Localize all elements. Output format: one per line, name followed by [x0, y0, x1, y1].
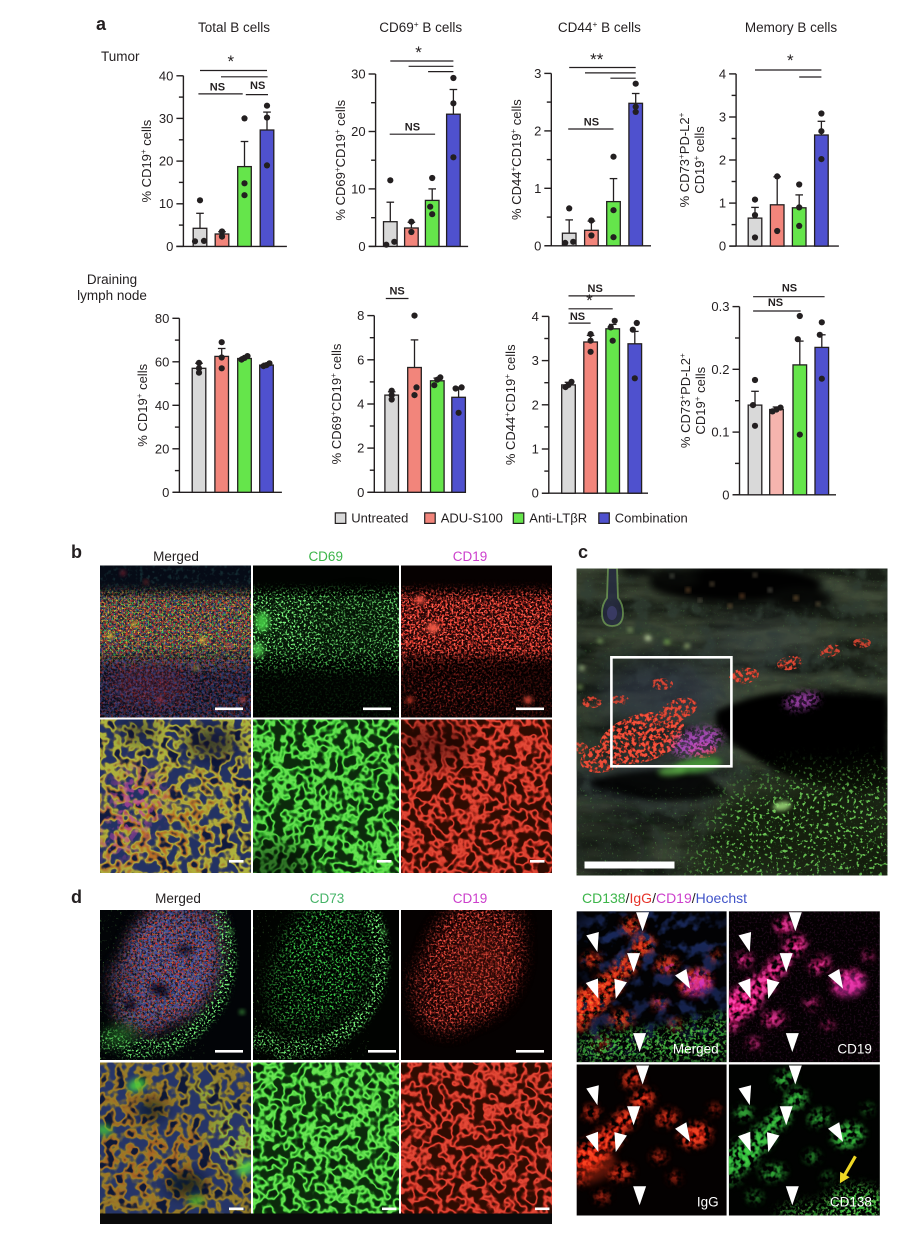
svg-text:0: 0 — [358, 239, 365, 254]
svg-text:4: 4 — [532, 309, 539, 324]
svg-text:% CD73+​PD-L2+​: % CD73+​PD-L2+​ — [678, 353, 693, 448]
svg-text:CD19: CD19 — [453, 549, 488, 564]
svg-text:Merged: Merged — [153, 549, 199, 564]
svg-text:4: 4 — [357, 397, 364, 412]
svg-text:% CD73+​PD-L2+​: % CD73+​PD-L2+​ — [677, 112, 692, 207]
svg-text:0: 0 — [534, 238, 541, 253]
svg-text:CD19+​ cells: CD19+​ cells — [692, 126, 707, 194]
svg-text:Merged: Merged — [155, 891, 201, 906]
svg-text:30: 30 — [351, 67, 365, 82]
svg-text:a: a — [96, 14, 107, 34]
svg-text:NS: NS — [782, 283, 797, 295]
svg-text:% CD19+​ cells: % CD19+​ cells — [135, 363, 150, 446]
svg-text:*: * — [787, 51, 794, 70]
svg-text:NS: NS — [588, 283, 603, 295]
svg-text:30: 30 — [159, 111, 173, 126]
svg-text:2: 2 — [532, 397, 539, 412]
svg-text:40: 40 — [155, 398, 169, 413]
svg-text:4: 4 — [719, 66, 726, 81]
svg-text:CD69+​ B cells: CD69+​ B cells — [379, 19, 462, 35]
svg-text:NS: NS — [405, 122, 420, 134]
svg-text:b: b — [71, 542, 82, 562]
svg-text:% CD44+​CD19+​ cells: % CD44+​CD19+​ cells — [503, 344, 518, 465]
svg-text:d: d — [71, 887, 82, 907]
svg-text:IgG: IgG — [697, 1195, 719, 1210]
svg-text:10: 10 — [159, 196, 173, 211]
svg-text:1: 1 — [532, 442, 539, 457]
svg-text:0: 0 — [357, 485, 364, 500]
svg-text:% CD69+​CD19+​ cells: % CD69+​CD19+​ cells — [329, 343, 344, 464]
svg-text:10: 10 — [351, 181, 365, 196]
svg-text:Combination: Combination — [615, 511, 688, 526]
svg-text:0: 0 — [719, 239, 726, 254]
svg-text:0.3: 0.3 — [711, 299, 729, 314]
svg-text:c: c — [578, 542, 588, 562]
svg-text:*: * — [586, 291, 593, 310]
svg-text:3: 3 — [534, 66, 541, 81]
svg-text:CD69: CD69 — [308, 549, 343, 564]
svg-text:Anti-LTβR: Anti-LTβR — [529, 511, 587, 526]
svg-text:2: 2 — [534, 123, 541, 138]
svg-text:NS: NS — [768, 297, 783, 309]
svg-text:60: 60 — [155, 354, 169, 369]
svg-text:CD138/IgG/CD19/Hoechst: CD138/IgG/CD19/Hoechst — [582, 890, 747, 906]
svg-text:NS: NS — [584, 117, 599, 129]
svg-text:CD19: CD19 — [837, 1041, 872, 1056]
svg-text:Merged: Merged — [673, 1041, 719, 1056]
svg-text:CD19+​ cells: CD19+​ cells — [693, 366, 708, 434]
svg-text:3: 3 — [719, 110, 726, 125]
svg-text:1: 1 — [719, 196, 726, 211]
svg-text:*: * — [415, 43, 422, 62]
svg-text:6: 6 — [357, 352, 364, 367]
svg-text:CD138: CD138 — [830, 1195, 872, 1210]
svg-text:NS: NS — [250, 80, 265, 92]
svg-text:CD44+​ B cells: CD44+​ B cells — [558, 19, 641, 35]
svg-text:**: ** — [590, 50, 604, 69]
svg-text:0.2: 0.2 — [711, 362, 729, 377]
svg-text:Untreated: Untreated — [351, 511, 408, 526]
svg-text:CD73: CD73 — [310, 891, 345, 906]
svg-text:1: 1 — [534, 181, 541, 196]
svg-text:20: 20 — [155, 441, 169, 456]
svg-text:% CD44+​CD19+​ cells: % CD44+​CD19+​ cells — [509, 99, 524, 220]
svg-text:lymph node: lymph node — [77, 288, 147, 303]
svg-text:40: 40 — [159, 68, 173, 83]
svg-text:0.1: 0.1 — [711, 425, 729, 440]
svg-text:20: 20 — [159, 154, 173, 169]
svg-text:NS: NS — [389, 286, 404, 298]
svg-text:0: 0 — [162, 485, 169, 500]
svg-text:2: 2 — [357, 441, 364, 456]
svg-text:Tumor: Tumor — [101, 49, 140, 64]
svg-text:CD19: CD19 — [453, 891, 488, 906]
svg-text:NS: NS — [570, 311, 585, 323]
svg-text:NS: NS — [210, 82, 225, 94]
svg-text:0: 0 — [722, 487, 729, 502]
svg-text:0: 0 — [532, 486, 539, 501]
svg-text:% CD19+​ cells: % CD19+​ cells — [139, 119, 154, 202]
svg-text:ADU-S100: ADU-S100 — [441, 511, 503, 526]
svg-text:0: 0 — [166, 239, 173, 254]
svg-text:80: 80 — [155, 311, 169, 326]
svg-text:Draining: Draining — [87, 272, 137, 287]
svg-text:% CD69+​CD19+​ cells: % CD69+​CD19+​ cells — [333, 99, 348, 220]
svg-text:3: 3 — [532, 353, 539, 368]
svg-text:2: 2 — [719, 153, 726, 168]
svg-text:8: 8 — [357, 308, 364, 323]
svg-text:*: * — [227, 52, 234, 71]
svg-text:Total B cells: Total B cells — [198, 20, 270, 35]
svg-text:Memory B cells: Memory B cells — [745, 20, 838, 35]
svg-text:20: 20 — [351, 124, 365, 139]
